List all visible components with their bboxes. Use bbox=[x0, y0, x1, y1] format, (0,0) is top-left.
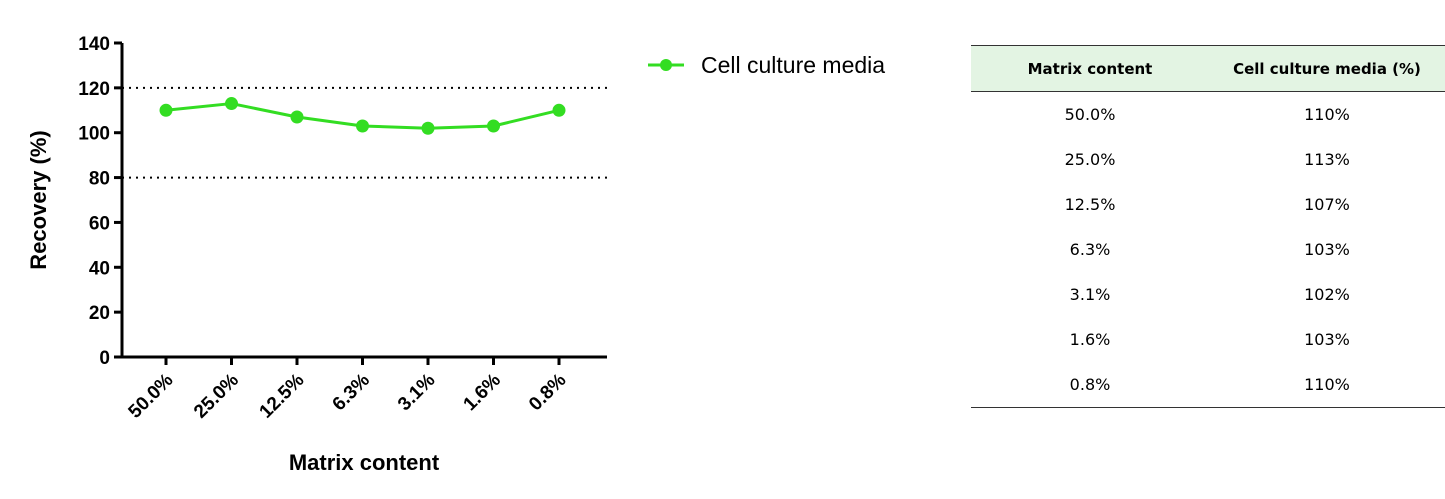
table-cell: 3.1% bbox=[1069, 285, 1111, 304]
x-axis-ticks: 50.0% 25.0% 12.5% 6.3% 3.1% 1.6% 0.8% bbox=[125, 357, 571, 423]
table-cell: 110% bbox=[1304, 105, 1350, 124]
table-cell: 113% bbox=[1304, 150, 1350, 169]
x-tick-label: 50.0% bbox=[125, 370, 178, 423]
data-point bbox=[225, 97, 238, 111]
data-point bbox=[552, 103, 566, 117]
table-cell: 103% bbox=[1304, 240, 1350, 259]
x-tick-label: 25.0% bbox=[190, 370, 243, 423]
y-tick-label: 80 bbox=[89, 169, 110, 190]
legend-marker bbox=[660, 59, 672, 71]
table-header-row: Matrix content Cell culture media (%) bbox=[971, 45, 1445, 92]
table-cell: 50.0% bbox=[1064, 105, 1116, 124]
recovery-chart: 0 20 40 60 80 100 120 140 50.0% 25.0% 12.5% 6.3% 3.… bbox=[26, 34, 885, 475]
y-tick-label: 140 bbox=[78, 34, 110, 55]
table-cell: 25.0% bbox=[1064, 150, 1116, 169]
y-tick-label: 120 bbox=[78, 79, 110, 100]
data-point bbox=[356, 119, 369, 133]
reference-lines bbox=[122, 86, 607, 179]
table-cell: 1.6% bbox=[1069, 330, 1111, 349]
legend: Cell culture media bbox=[648, 52, 885, 78]
data-table: Matrix content Cell culture media (%) 50… bbox=[971, 45, 1445, 408]
y-tick-label: 40 bbox=[89, 258, 110, 279]
table-row: 12.5% 107% bbox=[971, 182, 1445, 227]
x-tick-label: 0.8% bbox=[525, 370, 571, 416]
table-cell: 107% bbox=[1304, 195, 1350, 214]
table-cell: 6.3% bbox=[1069, 240, 1111, 259]
table-cell: 103% bbox=[1304, 330, 1350, 349]
y-axis-title: Recovery (%) bbox=[26, 130, 51, 269]
table-row: 50.0% 110% bbox=[971, 92, 1445, 138]
x-axis-title: Matrix content bbox=[289, 450, 440, 475]
y-tick-label: 20 bbox=[89, 303, 110, 324]
table-cell: 110% bbox=[1209, 362, 1445, 408]
data-point bbox=[487, 119, 500, 133]
y-tick-label: 0 bbox=[99, 348, 110, 369]
y-axis-ticks: 0 20 40 60 80 100 120 140 bbox=[78, 34, 122, 369]
data-point bbox=[290, 110, 304, 124]
column-header: Cell culture media (%) bbox=[1209, 45, 1445, 92]
table-cell: 0.8% bbox=[971, 362, 1209, 408]
table-row: 1.6% 103% bbox=[971, 317, 1445, 362]
data-point bbox=[421, 121, 435, 135]
table-cell: 12.5% bbox=[1064, 195, 1116, 214]
series-layer bbox=[159, 97, 566, 135]
y-tick-label: 100 bbox=[78, 124, 110, 145]
column-header: Matrix content bbox=[971, 45, 1209, 92]
table-cell: 102% bbox=[1304, 285, 1350, 304]
table-row: 0.8% 110% bbox=[971, 362, 1445, 408]
x-tick-label: 3.1% bbox=[394, 370, 440, 416]
y-tick-label: 60 bbox=[89, 213, 110, 234]
table-row: 6.3% 103% bbox=[971, 227, 1445, 272]
legend-label: Cell culture media bbox=[701, 52, 885, 78]
table-row: 25.0% 113% bbox=[971, 137, 1445, 182]
x-tick-label: 6.3% bbox=[329, 370, 375, 416]
x-tick-label: 1.6% bbox=[460, 370, 506, 416]
x-tick-label: 12.5% bbox=[256, 370, 309, 423]
data-point bbox=[159, 103, 173, 117]
table-row: 3.1% 102% bbox=[971, 272, 1445, 317]
